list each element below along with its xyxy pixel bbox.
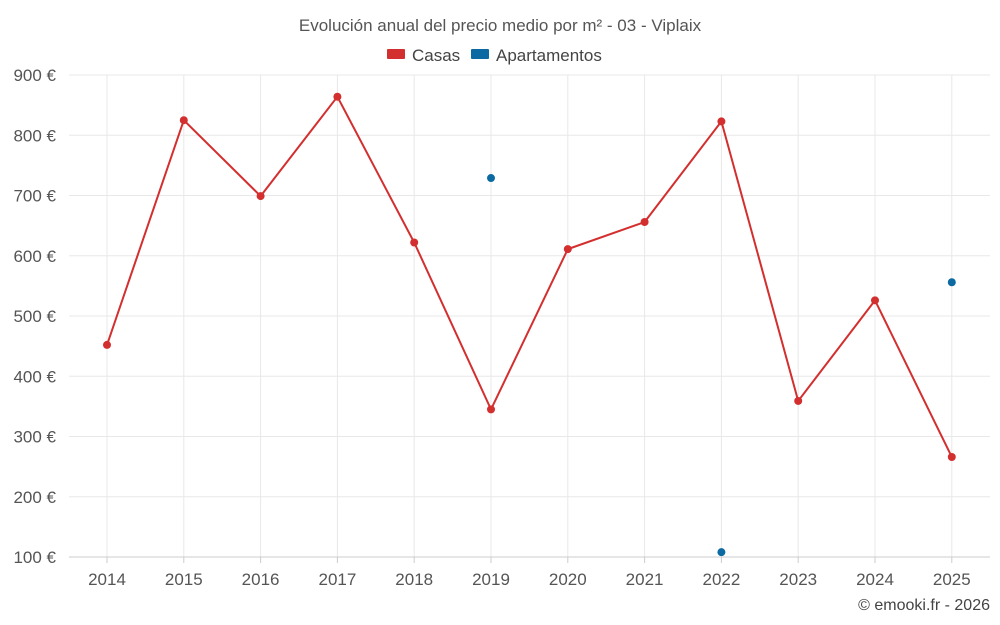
data-point-casas-2020[interactable] [563,245,572,254]
chart-title: Evolución anual del precio medio por m² … [299,16,702,35]
y-tick-label: 700 € [13,187,56,206]
x-tick-label: 2020 [549,570,587,589]
y-tick-label: 500 € [13,307,56,326]
x-tick-label: 2025 [933,570,971,589]
x-tick-label: 2024 [856,570,894,589]
data-point-apartamentos-2019[interactable] [487,174,495,183]
legend-label-casas: Casas [412,46,460,65]
data-point-casas-2025[interactable] [947,452,956,461]
x-tick-label: 2021 [626,570,664,589]
data-point-casas-2018[interactable] [410,238,419,247]
data-point-apartamentos-2025[interactable] [947,278,956,287]
series-apartamentos [487,174,956,557]
series-casas [103,92,956,461]
data-point-casas-2017[interactable] [333,92,342,101]
y-tick-label: 400 € [13,367,56,386]
x-tick-label: 2016 [242,570,280,589]
data-point-casas-2015[interactable] [179,116,188,125]
y-tick-label: 300 € [13,428,56,447]
y-tick-label: 800 € [13,126,56,145]
y-tick-label: 100 € [13,548,56,567]
data-point-casas-2014[interactable] [103,340,111,349]
data-point-apartamentos-2022[interactable] [717,548,726,557]
y-tick-label: 600 € [13,247,56,266]
x-tick-label: 2018 [395,570,433,589]
legend-label-apartamentos: Apartamentos [496,46,602,65]
data-point-casas-2022[interactable] [717,117,726,126]
legend-item-apartamentos[interactable]: Apartamentos [471,46,602,65]
series [103,92,956,557]
data-point-casas-2024[interactable] [871,296,879,305]
copyright-text: © emooki.fr - 2026 [858,597,990,614]
data-point-casas-2023[interactable] [794,396,803,405]
x-tick-label: 2019 [472,570,510,589]
x-tick-label: 2014 [88,570,126,589]
grid [69,74,990,557]
x-tick-label: 2023 [779,570,817,589]
y-axis-ticks: 100 € 200 € 300 € 400 € 500 € 600 € 700 € 800 €… [13,66,56,567]
y-tick-label: 900 € [13,66,56,85]
data-point-casas-2021[interactable] [640,218,649,227]
x-tick-label: 2017 [318,570,356,589]
series-line-casas [106,95,953,458]
x-axis-ticks: 2014 2015 2016 2017 2018 2019 2020 2021 2022 2023… [88,557,971,589]
x-tick-label: 2015 [165,570,203,589]
legend-swatch-apartamentos [471,49,489,59]
data-point-casas-2016[interactable] [256,192,265,201]
legend-item-casas[interactable]: Casas [387,46,460,65]
y-tick-label: 200 € [13,488,56,507]
x-tick-label: 2022 [702,570,740,589]
legend-swatch-casas [387,49,405,59]
legend: Casas Apartamentos [387,46,602,65]
data-point-casas-2019[interactable] [487,405,495,414]
